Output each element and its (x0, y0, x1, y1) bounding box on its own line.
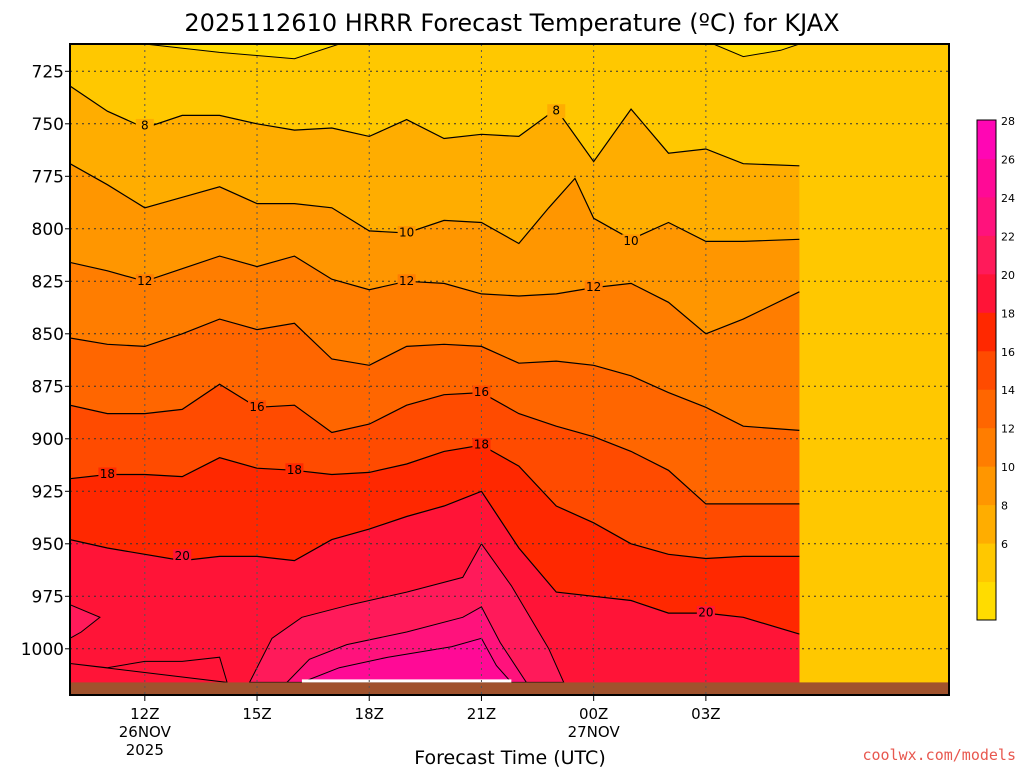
colorbar-segment (977, 581, 996, 621)
colorbar-segment (977, 466, 996, 506)
contour-label-16: 16 (249, 400, 264, 414)
colorbar-tick-label: 20 (1001, 269, 1015, 282)
contour-label-bg (622, 234, 641, 249)
colorbar-frame (976, 119, 997, 621)
y-tick-label: 750 (32, 115, 64, 135)
colorbar-segment (977, 504, 996, 544)
colorbar-segment (977, 120, 996, 159)
colorbar-segment (977, 312, 996, 352)
contour-label-bg (98, 467, 117, 482)
x-tick-label: 15Z (242, 705, 271, 723)
y-tick-label: 825 (32, 272, 64, 292)
grid (70, 44, 949, 695)
y-tick-label: 900 (32, 430, 64, 450)
colorbar: 6 8 10 12 14 16 18 20 22 24 26 28 (976, 115, 1015, 621)
colorbar-tick-label: 8 (1001, 500, 1008, 513)
y-tick-label: 975 (32, 587, 64, 607)
x-tick-label: 18Z (355, 705, 384, 723)
contour-label-bg (248, 400, 267, 415)
x-tick-date: 26NOV (119, 723, 172, 741)
chart-title: 2025112610 HRRR Forecast Temperature (ºC… (184, 9, 839, 37)
x-tick-label: 12Z (130, 705, 159, 723)
contour-label-bg (173, 549, 192, 564)
colorbar-segment (977, 158, 996, 198)
credit-text: coolwx.com/models (862, 746, 1016, 764)
contour-label-20: 20 (698, 606, 713, 620)
contour-label-8: 8 (141, 118, 149, 132)
colorbar-segment (977, 196, 996, 236)
colorbar-tick-label: 18 (1001, 307, 1015, 320)
y-axis: 725 750 775 800 825 850 875 900 925 950 975 1000 (21, 62, 70, 660)
colorbar-segment (977, 235, 996, 275)
colorbar-tick-label: 14 (1001, 384, 1015, 397)
contour-label-18: 18 (474, 438, 489, 452)
x-tick-label: 21Z (467, 705, 496, 723)
contour-label-bg (135, 274, 154, 289)
colorbar-tick-label: 16 (1001, 346, 1015, 359)
contour-line-8 (70, 85, 800, 167)
colorbar-segment (977, 543, 996, 583)
contour-line-14 (70, 318, 800, 431)
contour-label-bg (547, 104, 566, 119)
colorbar-segment (977, 273, 996, 313)
contour-label-18: 18 (100, 467, 115, 481)
y-tick-label: 1000 (21, 640, 64, 660)
y-tick-label: 925 (32, 482, 64, 502)
contour-label-bg (397, 274, 416, 289)
contour-label-bg (472, 385, 491, 400)
contour-label-bg (696, 606, 715, 621)
contour-label-bg (472, 438, 491, 453)
ground-surface (70, 682, 949, 695)
contour-label-20: 20 (175, 549, 190, 563)
contour-label-10: 10 (399, 226, 414, 240)
surface-strip (301, 679, 512, 683)
contour-label-bg (285, 463, 304, 478)
plot-frame (69, 43, 950, 696)
x-tick-year: 2025 (126, 741, 164, 759)
y-tick-label: 950 (32, 535, 64, 555)
surface-layer-22 (70, 604, 101, 639)
contour-label-12: 12 (399, 274, 414, 288)
contour-label-bg (135, 118, 154, 133)
contour-line-16 (70, 383, 800, 505)
colorbar-segment (977, 350, 996, 390)
x-tick-date: 27NOV (568, 723, 621, 741)
y-tick-label: 875 (32, 377, 64, 397)
plot-area (70, 44, 949, 695)
x-tick-label: 00Z (579, 705, 608, 723)
contour-label-8: 8 (552, 104, 560, 118)
contour-label-16: 16 (474, 385, 489, 399)
contour-label-12: 12 (137, 274, 152, 288)
cold-pocket-16z (144, 44, 340, 60)
y-tick-label: 725 (32, 62, 64, 82)
colorbar-tick-label: 28 (1001, 115, 1015, 128)
contour-label-18: 18 (287, 463, 302, 477)
contour-label-12: 12 (586, 280, 601, 294)
x-axis-label: Forecast Time (UTC) (414, 747, 605, 768)
colorbar-tick-label: 12 (1001, 423, 1015, 436)
contour-labels: 8 8 10 10 12 12 12 16 16 18 18 18 20 20 (98, 104, 715, 621)
contour-line-10 (70, 163, 800, 245)
colorbar-tick-label: 10 (1001, 461, 1015, 474)
contour-line-12 (70, 255, 800, 335)
contour-label-bg (397, 226, 416, 240)
colorbar-segment (977, 389, 996, 429)
contour-label-bg (584, 280, 603, 295)
y-tick-label: 800 (32, 220, 64, 240)
cold-pocket-03z (713, 44, 800, 58)
colorbar-tick-label: 22 (1001, 230, 1015, 243)
colorbar-tick-label: 26 (1001, 153, 1015, 166)
contour-label-10: 10 (623, 234, 638, 248)
contour-line-18 (70, 444, 800, 560)
colorbar-segment (977, 427, 996, 467)
y-tick-label: 775 (32, 167, 64, 187)
y-tick-label: 850 (32, 325, 64, 345)
colorbar-tick-label: 24 (1001, 192, 1015, 205)
colorbar-tick-label: 6 (1001, 538, 1008, 551)
x-tick-label: 03Z (691, 705, 720, 723)
